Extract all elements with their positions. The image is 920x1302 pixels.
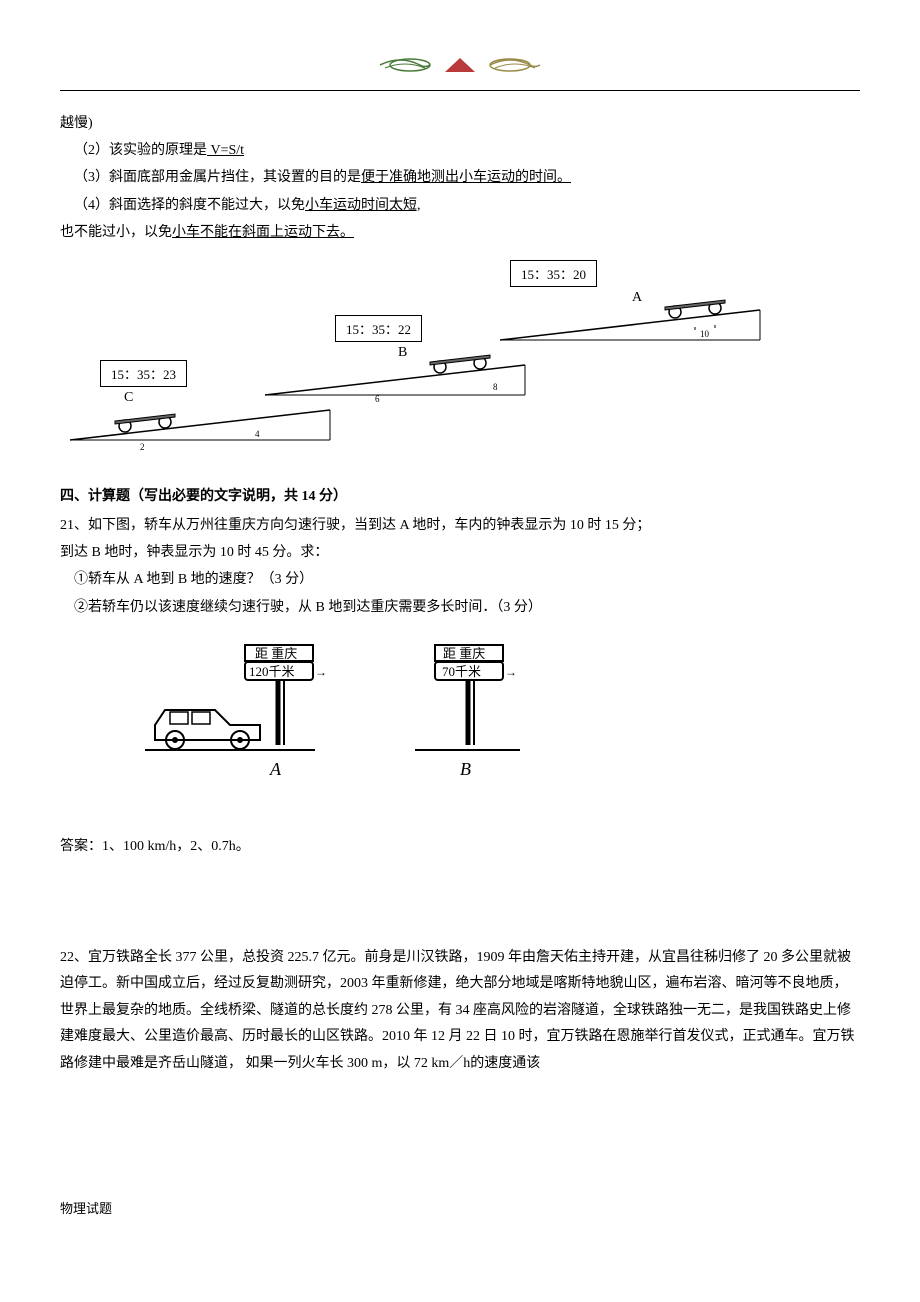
- q21-line1: 21、如下图，轿车从万州往重庆方向匀速行驶，当到达 A 地时，车内的钟表显示为 …: [60, 513, 860, 538]
- sign-b-title: 距 重庆: [443, 646, 485, 661]
- q21-sub2: ②若轿车仍以该速度继续匀速行驶，从 B 地到达重庆需要多长时间．（3 分）: [60, 595, 860, 620]
- sign-b-distance: 70千米: [442, 664, 481, 679]
- time-box-c: 15：35：23: [100, 360, 187, 387]
- line2-answer: V=S/t: [207, 143, 244, 158]
- car-sign-diagram: 距 重庆 120千米 → A 距 重庆 70千米 → B: [60, 640, 860, 805]
- content-line-4: （4）斜面选择的斜度不能过大，以免小车运动时间太短,: [60, 193, 860, 218]
- svg-text:8: 8: [493, 382, 498, 392]
- svg-text:6: 6: [375, 394, 380, 404]
- header-underline: [60, 90, 860, 91]
- svg-text:4: 4: [255, 429, 260, 439]
- header-decoration: [60, 50, 860, 85]
- sign-a-title: 距 重庆: [255, 646, 297, 661]
- svg-text:2: 2: [140, 442, 145, 452]
- footer-text: 物理试题: [60, 1198, 860, 1217]
- q21-line2: 到达 B 地时，钟表显示为 10 时 45 分。求：: [60, 540, 860, 565]
- content-line-2: （2）该实验的原理是 V=S/t: [60, 138, 860, 163]
- time-box-b: 15：35：22: [335, 315, 422, 342]
- line4-prefix: （4）斜面选择的斜度不能过大，以免: [74, 198, 305, 213]
- svg-text:→: →: [315, 665, 327, 679]
- sign-a-distance: 120千米: [249, 664, 295, 679]
- q21-answer: 答案：1、100 km/h，2、0.7h。: [60, 835, 860, 855]
- line3-prefix: （3）斜面底部用金属片挡住，其设置的目的是: [74, 170, 361, 185]
- line2-prefix: （2）该实验的原理是: [74, 143, 207, 158]
- content-line-5: 也不能过小，以免小车不能在斜面上运动下去。: [60, 220, 860, 245]
- line3-answer: 便于准确地测出小车运动的时间。: [361, 170, 571, 185]
- line5-prefix: 也不能过小，以免: [60, 225, 172, 240]
- line4-answer: 小车运动时间太短,: [305, 198, 421, 213]
- sign-a-letter: A: [269, 759, 282, 779]
- svg-text:→: →: [505, 665, 517, 679]
- content-line-1: 越慢): [60, 111, 860, 136]
- q21-sub1: ①轿车从 A 地到 B 地的速度？（3 分）: [60, 567, 860, 592]
- line5-answer: 小车不能在斜面上运动下去。: [172, 225, 354, 240]
- svg-text:10: 10: [700, 329, 710, 339]
- q22-text: 22、宜万铁路全长 377 公里，总投资 225.7 亿元。前身是川汉铁路，19…: [60, 945, 860, 1078]
- time-box-a: 15：35：20: [510, 260, 597, 287]
- slope-c-svg: 4 2: [50, 385, 350, 455]
- content-line-3: （3）斜面底部用金属片挡住，其设置的目的是便于准确地测出小车运动的时间。: [60, 165, 860, 190]
- section-4-title: 四、计算题（写出必要的文字说明，共 14 分）: [60, 485, 860, 505]
- sign-b-letter: B: [460, 759, 471, 779]
- slope-diagram: 15：35：20 15：35：22 15：35：23 A B C 10 8 6: [60, 260, 860, 460]
